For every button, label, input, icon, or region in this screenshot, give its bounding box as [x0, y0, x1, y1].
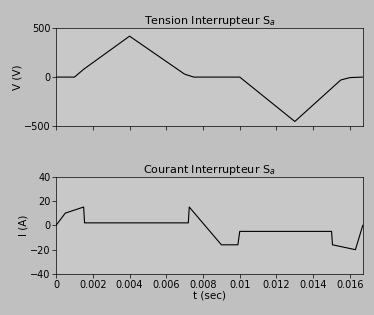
- Y-axis label: V (V): V (V): [13, 64, 22, 90]
- Title: Tension Interrupteur S$_a$: Tension Interrupteur S$_a$: [144, 14, 275, 28]
- Title: Courant Interrupteur S$_a$: Courant Interrupteur S$_a$: [143, 163, 276, 176]
- X-axis label: t (sec): t (sec): [193, 291, 226, 301]
- Y-axis label: I (A): I (A): [19, 215, 29, 236]
